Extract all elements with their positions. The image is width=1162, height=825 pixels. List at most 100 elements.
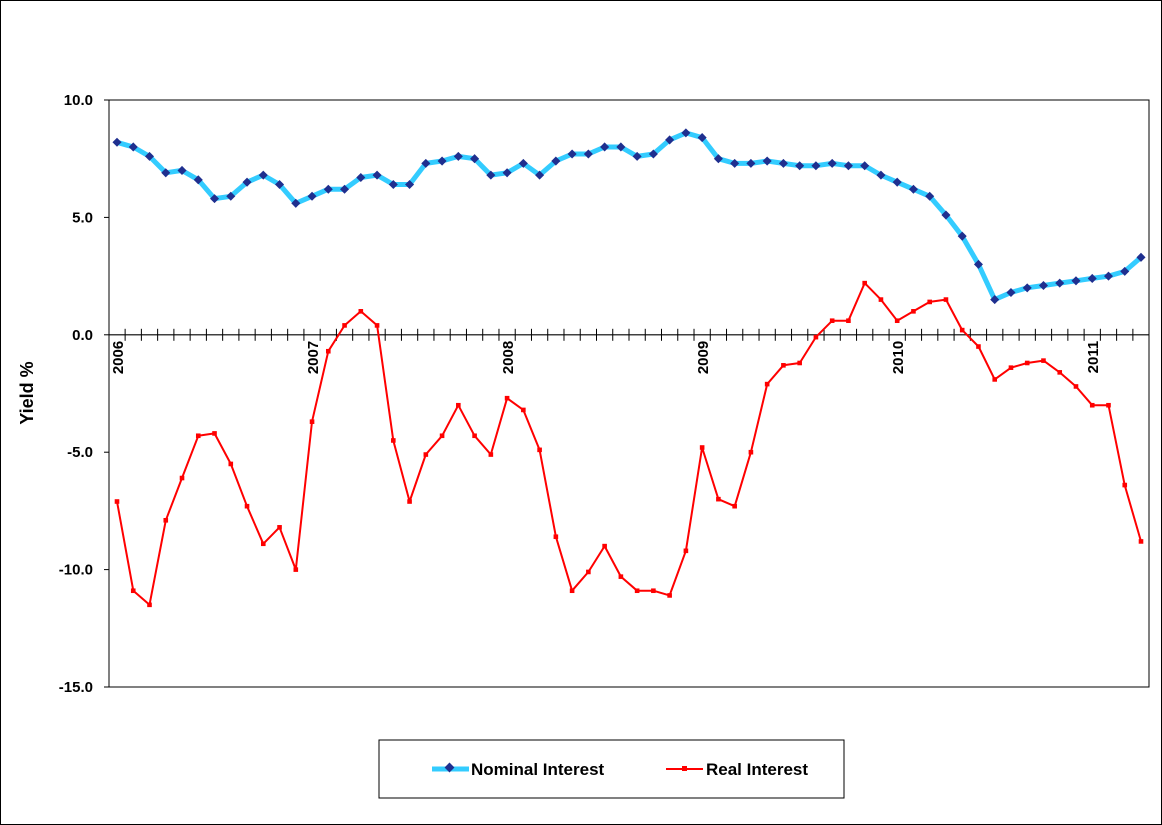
data-point-real-interest: [927, 299, 932, 305]
data-point-real-interest: [781, 363, 786, 368]
data-point-real-interest: [326, 348, 331, 354]
data-point-real-interest: [1089, 402, 1095, 408]
data-point-real-interest: [439, 433, 445, 439]
data-point-real-interest: [456, 402, 461, 408]
data-point-real-interest: [602, 543, 607, 549]
data-point-real-interest: [1057, 370, 1063, 375]
data-point-nominal-interest: [209, 194, 220, 204]
data-point-real-interest: [764, 381, 770, 387]
data-point-real-interest: [634, 588, 640, 594]
y-axis-title: Yield %: [17, 361, 37, 424]
data-point-real-interest: [472, 433, 477, 439]
data-point-real-interest: [878, 297, 884, 302]
data-point-real-interest: [699, 445, 705, 450]
data-point-real-interest: [423, 452, 429, 457]
data-point-real-interest: [358, 309, 364, 314]
data-point-real-interest: [813, 334, 819, 340]
data-point-nominal-interest: [291, 198, 301, 208]
data-point-nominal-interest: [356, 172, 366, 183]
legend-item-real: Real Interest: [666, 760, 808, 779]
plot-area: [108, 99, 1150, 688]
data-point-nominal-interest: [795, 161, 805, 171]
data-point-real-interest: [618, 574, 624, 579]
data-point-real-interest: [179, 475, 185, 481]
data-point-nominal-interest: [275, 180, 285, 190]
data-point-real-interest: [163, 517, 169, 523]
data-point-real-interest: [1041, 358, 1046, 363]
data-point-real-interest: [1106, 402, 1111, 408]
data-point-real-interest: [488, 452, 494, 457]
data-point-real-interest: [976, 344, 981, 349]
x-axis-ticks: [124, 328, 1134, 341]
data-point-real-interest: [569, 588, 575, 594]
y-tick-label: -5.0: [67, 444, 93, 461]
data-point-nominal-interest: [567, 149, 577, 159]
data-point-real-interest: [846, 318, 851, 324]
data-point-nominal-interest: [340, 184, 350, 194]
data-point-real-interest: [959, 327, 965, 333]
data-point-nominal-interest: [843, 161, 853, 171]
x-year-label: 2010: [890, 341, 907, 374]
y-tick-label: -10.0: [59, 562, 93, 579]
y-tick-label: 10.0: [64, 92, 93, 109]
data-point-real-interest: [504, 395, 510, 401]
legend-label-real: Real Interest: [706, 760, 808, 779]
data-point-real-interest: [537, 447, 542, 453]
data-point-real-interest: [992, 377, 998, 382]
data-point-real-interest: [894, 318, 900, 324]
data-point-nominal-interest: [973, 259, 983, 269]
data-point-real-interest: [228, 461, 234, 467]
y-tick-label: 5.0: [72, 209, 93, 226]
data-point-nominal-interest: [600, 142, 610, 152]
series-line-nominal-interest: [114, 130, 1144, 303]
data-point-real-interest: [212, 431, 217, 436]
legend-label-nominal: Nominal Interest: [471, 760, 605, 779]
data-point-real-interest: [147, 602, 152, 608]
data-point-real-interest: [943, 297, 949, 302]
data-point-real-interest: [342, 323, 347, 328]
data-point-nominal-interest: [193, 175, 203, 185]
data-point-real-interest: [244, 503, 250, 509]
x-year-label: 2011: [1085, 341, 1102, 374]
data-point-real-interest: [114, 499, 120, 504]
data-point-nominal-interest: [307, 191, 317, 201]
legend-marker-nominal: [444, 762, 455, 773]
data-point-nominal-interest: [778, 158, 788, 168]
data-point-real-interest: [748, 449, 754, 455]
data-point-nominal-interest: [535, 170, 545, 180]
y-tick-label: -15.0: [59, 679, 93, 696]
data-point-nominal-interest: [1071, 276, 1081, 286]
x-year-label: 2008: [500, 341, 517, 374]
data-point-real-interest: [667, 593, 672, 598]
data-point-real-interest: [797, 360, 802, 366]
data-point-real-interest: [374, 323, 380, 328]
x-year-label: 2009: [695, 341, 712, 374]
data-point-real-interest: [586, 569, 591, 575]
data-point-real-interest: [911, 309, 916, 314]
data-point-real-interest: [391, 438, 396, 443]
data-point-real-interest: [407, 499, 412, 504]
data-point-nominal-interest: [258, 170, 268, 180]
data-point-real-interest: [862, 280, 867, 286]
data-point-nominal-interest: [827, 158, 837, 168]
legend-marker-real: [682, 766, 687, 771]
legend-item-nominal: Nominal Interest: [432, 760, 605, 779]
data-point-real-interest: [309, 419, 315, 424]
data-point-nominal-interest: [811, 161, 821, 171]
data-point-real-interest: [1024, 360, 1030, 366]
data-point-nominal-interest: [551, 156, 561, 166]
x-axis-year-labels: 2006 2007 2008 2009 2010 2011: [110, 341, 1102, 374]
series-layer: [112, 128, 1146, 608]
data-point-real-interest: [1138, 539, 1144, 544]
data-point-nominal-interest: [518, 158, 528, 168]
data-point-real-interest: [732, 503, 737, 509]
data-point-real-interest: [651, 588, 656, 594]
data-point-nominal-interest: [616, 142, 626, 152]
x-year-label: 2007: [305, 341, 322, 374]
data-point-real-interest: [277, 525, 282, 530]
y-tick-label: 0.0: [72, 327, 93, 344]
data-point-nominal-interest: [1087, 273, 1097, 283]
x-year-label: 2006: [110, 341, 127, 374]
data-point-nominal-interest: [323, 184, 333, 194]
